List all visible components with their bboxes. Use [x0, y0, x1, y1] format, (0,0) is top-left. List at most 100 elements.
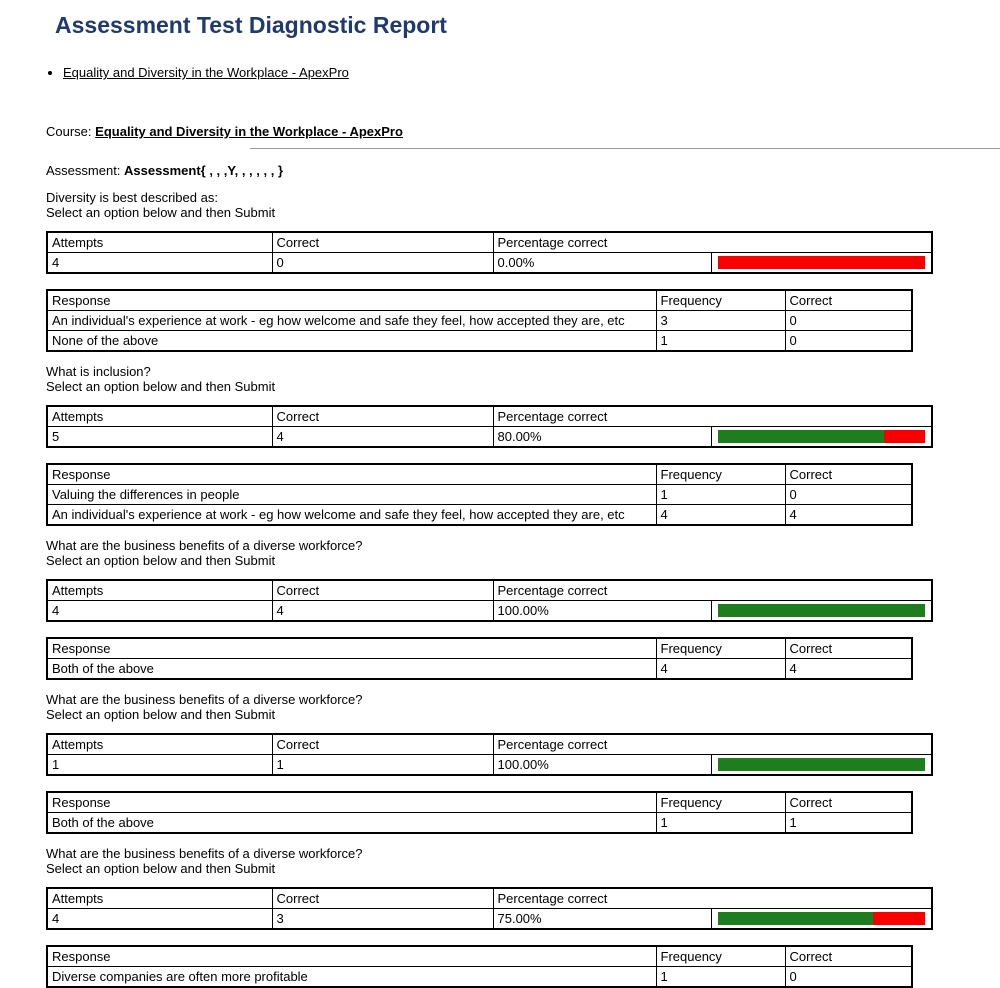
percentage-value: 80.00% — [492, 426, 712, 448]
response-table: Response Frequency Correct An individual… — [46, 289, 913, 352]
response-row: Both of the above 1 1 — [46, 812, 913, 834]
question-text: What is inclusion? — [46, 364, 151, 379]
percentage-correct-header: Percentage correct — [492, 887, 933, 909]
response-text: Valuing the differences in people — [46, 484, 657, 505]
percentage-value: 100.00% — [492, 600, 712, 622]
question-section: What is inclusion? Select an option belo… — [46, 364, 1000, 526]
response-tbody: Response Frequency Correct Valuing the d… — [46, 463, 913, 526]
response-text: Both of the above — [46, 812, 657, 834]
response-table: Response Frequency Correct Both of the a… — [46, 791, 913, 834]
bar-green-segment — [717, 430, 884, 443]
percentage-bar-cell — [710, 908, 933, 930]
response-text: None of the above — [46, 330, 657, 352]
response-row: Valuing the differences in people 1 0 — [46, 484, 913, 505]
response-header-row: Response Frequency Correct — [46, 637, 913, 659]
response-header-row: Response Frequency Correct — [46, 289, 913, 311]
correct-value: 3 — [271, 908, 494, 930]
question-section: Diversity is best described as: Select a… — [46, 190, 1000, 352]
correct-header: Correct — [271, 579, 494, 601]
response-text: Diverse companies are often more profita… — [46, 966, 657, 988]
question-instruction: Select an option below and then Submit — [46, 707, 276, 722]
question-instruction: Select an option below and then Submit — [46, 861, 276, 876]
response-correct-header: Correct — [784, 463, 913, 485]
percentage-correct-header: Percentage correct — [492, 405, 933, 427]
response-header-row: Response Frequency Correct — [46, 463, 913, 485]
response-correct: 0 — [784, 484, 913, 505]
response-text: An individual's experience at work - eg … — [46, 504, 657, 526]
response-correct-header: Correct — [784, 945, 913, 967]
correct-header: Correct — [271, 231, 494, 253]
response-header: Response — [46, 791, 657, 813]
page-title: Assessment Test Diagnostic Report — [55, 12, 447, 38]
correct-value: 4 — [271, 600, 494, 622]
percentage-correct-header: Percentage correct — [492, 231, 933, 253]
bar-red-segment — [717, 256, 925, 269]
assessment-value: Assessment{ , , ,Y, , , , , , } — [124, 163, 284, 178]
response-frequency: 1 — [655, 966, 786, 988]
attempts-header: Attempts — [46, 733, 273, 755]
frequency-header: Frequency — [655, 637, 786, 659]
response-header: Response — [46, 945, 657, 967]
frequency-header: Frequency — [655, 791, 786, 813]
correct-header: Correct — [271, 887, 494, 909]
percentage-value: 0.00% — [492, 252, 712, 274]
bar-red-segment — [873, 912, 925, 925]
response-correct: 0 — [784, 330, 913, 352]
stats-header-row: Attempts Correct Percentage correct — [46, 405, 933, 427]
attempts-value: 5 — [46, 426, 273, 448]
response-table: Response Frequency Correct Valuing the d… — [46, 463, 913, 526]
percentage-bar-cell — [710, 252, 933, 274]
response-text: Both of the above — [46, 658, 657, 680]
attempts-value: 4 — [46, 252, 273, 274]
response-correct: 4 — [784, 658, 913, 680]
attempts-table: Attempts Correct Percentage correct 1 1 … — [46, 733, 933, 776]
response-correct-header: Correct — [784, 791, 913, 813]
attempts-header: Attempts — [46, 231, 273, 253]
question-section: What are the business benefits of a dive… — [46, 538, 1000, 680]
question-instruction: Select an option below and then Submit — [46, 205, 276, 220]
percentage-bar — [717, 430, 925, 443]
correct-value: 0 — [271, 252, 494, 274]
attempts-value: 4 — [46, 908, 273, 930]
course-link[interactable]: Equality and Diversity in the Workplace … — [95, 124, 403, 139]
question-text: Diversity is best described as: — [46, 190, 218, 205]
stats-value-row: 4 4 100.00% — [46, 600, 933, 622]
course-label: Course: — [46, 124, 92, 139]
response-frequency: 1 — [655, 812, 786, 834]
bar-green-segment — [717, 604, 925, 617]
stats-header-row: Attempts Correct Percentage correct — [46, 579, 933, 601]
response-row: Diverse companies are often more profita… — [46, 966, 913, 988]
stats-value-row: 4 0 0.00% — [46, 252, 933, 274]
question-text: What are the business benefits of a dive… — [46, 846, 363, 861]
bar-green-segment — [717, 912, 874, 925]
response-row: An individual's experience at work - eg … — [46, 504, 913, 526]
response-table: Response Frequency Correct Both of the a… — [46, 637, 913, 680]
percentage-correct-header: Percentage correct — [492, 579, 933, 601]
response-row: None of the above 1 0 — [46, 330, 913, 352]
response-tbody: Response Frequency Correct An individual… — [46, 289, 913, 352]
percentage-value: 75.00% — [492, 908, 712, 930]
frequency-header: Frequency — [655, 463, 786, 485]
course-bullet-link[interactable]: Equality and Diversity in the Workplace … — [63, 65, 349, 80]
response-header: Response — [46, 637, 657, 659]
response-tbody: Response Frequency Correct Both of the a… — [46, 791, 913, 834]
attempts-value: 4 — [46, 600, 273, 622]
bar-red-segment — [883, 430, 925, 443]
attempts-value: 1 — [46, 754, 273, 776]
percentage-bar — [717, 912, 925, 925]
response-frequency: 1 — [655, 330, 786, 352]
response-correct-header: Correct — [784, 289, 913, 311]
stats-header-row: Attempts Correct Percentage correct — [46, 887, 933, 909]
stats-header-row: Attempts Correct Percentage correct — [46, 733, 933, 755]
percentage-bar-cell — [710, 600, 933, 622]
question-section: What are the business benefits of a dive… — [46, 846, 1000, 988]
percentage-bar-cell — [710, 426, 933, 448]
question-text: What are the business benefits of a dive… — [46, 692, 363, 707]
stats-value-row: 4 3 75.00% — [46, 908, 933, 930]
course-list: Equality and Diversity in the Workplace … — [46, 65, 1000, 80]
question-instruction: Select an option below and then Submit — [46, 379, 276, 394]
response-correct: 4 — [784, 504, 913, 526]
stats-value-row: 1 1 100.00% — [46, 754, 933, 776]
correct-header: Correct — [271, 733, 494, 755]
